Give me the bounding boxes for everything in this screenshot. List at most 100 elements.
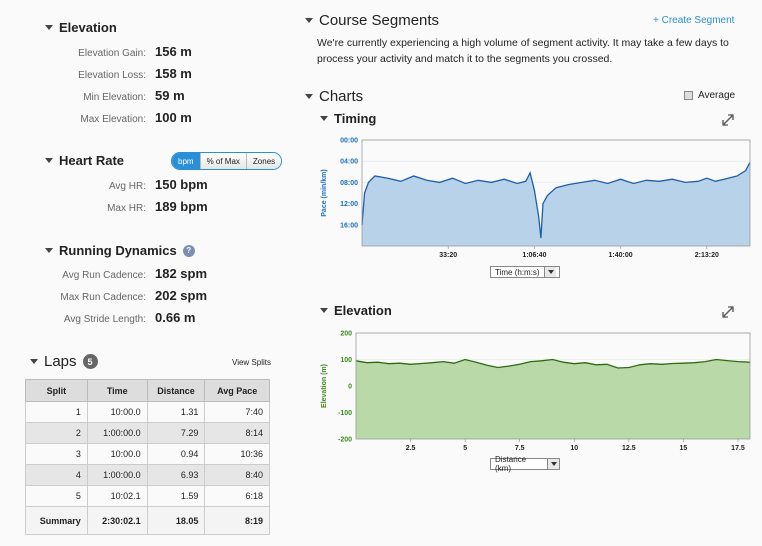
view-splits-link[interactable]: View Splits <box>232 358 271 367</box>
running-dynamics-header[interactable]: Running Dynamics ? <box>45 243 195 258</box>
cell: 2 <box>25 422 88 444</box>
elevation-x-tick-label: 2.5 <box>406 445 416 452</box>
collapse-triangle-icon[interactable] <box>320 308 328 313</box>
laps-table: Split Time Distance Avg Pace 1 10:00.0 1.3… <box>25 379 270 535</box>
course-segments-title: Course Segments <box>319 12 440 29</box>
laps-table-wrap: Split Time Distance Avg Pace 1 10:00.0 1.3… <box>25 379 270 535</box>
cell: 10:36 <box>204 443 270 465</box>
elevation-x-tick-label: 17.5 <box>731 445 745 452</box>
stat-label: Min Elevation: <box>83 92 146 103</box>
stat-row: Avg HR: 150 bpm <box>0 177 208 199</box>
charts-header: Charts <box>305 88 363 105</box>
collapse-triangle-icon[interactable] <box>45 158 53 163</box>
table-row[interactable]: 4 1:00:00.0 6.93 8:40 <box>25 464 270 486</box>
elevation-y-tick-label: 200 <box>340 331 352 338</box>
chevron-down-icon[interactable] <box>547 459 559 469</box>
elevation-section: Elevation <box>45 20 117 35</box>
table-row[interactable]: 2 1:00:00.0 7.29 8:14 <box>25 422 270 444</box>
cell: 5 <box>25 485 88 507</box>
expand-icon[interactable] <box>721 305 735 319</box>
table-header-row: Split Time Distance Avg Pace <box>25 379 270 402</box>
create-segment-link[interactable]: + Create Segment <box>653 15 735 26</box>
column-header[interactable]: Time <box>86 379 148 402</box>
stat-label: Max HR: <box>107 203 146 214</box>
collapse-triangle-icon[interactable] <box>45 248 53 253</box>
timing-y-tick-label: 12:00 <box>340 201 358 208</box>
cell: 0.94 <box>146 443 206 465</box>
elevation-y-tick-label: -200 <box>338 437 352 444</box>
collapse-triangle-icon[interactable] <box>30 359 38 364</box>
elevation-series-line <box>355 358 751 369</box>
timing-series-line <box>361 161 751 239</box>
expand-icon[interactable] <box>721 113 735 127</box>
heart-rate-unit-toggle: bpm % of Max Zones <box>171 152 283 170</box>
column-header[interactable]: Avg Pace <box>204 379 270 402</box>
laps-count-badge: 5 <box>82 354 98 369</box>
course-segments-toggle[interactable]: Course Segments <box>305 12 439 29</box>
collapse-triangle-icon[interactable] <box>320 116 328 121</box>
cell: 4 <box>25 464 88 486</box>
elevation-x-tick-label: 10 <box>570 445 578 452</box>
column-header[interactable]: Distance <box>146 379 206 402</box>
running-dynamics-stats: Avg Run Cadence: 182 spm Max Run Cadence:… <box>0 266 207 332</box>
table-row[interactable]: 1 10:00.0 1.31 7:40 <box>25 401 270 423</box>
toggle-zones[interactable]: Zones <box>245 153 282 169</box>
column-header[interactable]: Split <box>25 379 88 402</box>
stat-value: 202 spm <box>155 288 208 303</box>
help-icon[interactable]: ? <box>182 244 195 257</box>
running-dynamics-section: Running Dynamics ? <box>45 243 195 258</box>
charts-toggle[interactable]: Charts <box>305 88 363 105</box>
timing-chart-title: Timing <box>334 111 377 126</box>
table-row[interactable]: 3 10:00.0 0.94 10:36 <box>25 443 270 465</box>
average-checkbox[interactable] <box>684 91 693 100</box>
toggle-bpm[interactable]: bpm <box>172 153 200 169</box>
cell: 3 <box>25 443 88 465</box>
timing-x-tick-label: 1:06:40 <box>522 252 546 259</box>
cell: 10:00.0 <box>86 443 148 465</box>
cell: 6.93 <box>146 464 206 486</box>
chevron-down-icon[interactable] <box>543 267 556 277</box>
laps-title: Laps <box>44 353 77 370</box>
timing-x-axis-select[interactable]: Time (h:m:s) <box>490 266 560 278</box>
elevation-header[interactable]: Elevation <box>45 20 117 35</box>
laps-toggle[interactable]: Laps 5 <box>30 353 98 370</box>
elevation-x-axis-select[interactable]: Distance (km) <box>490 455 560 473</box>
collapse-triangle-icon[interactable] <box>305 18 313 23</box>
cell: 2:30:02.1 <box>86 506 148 535</box>
heart-rate-stats: Avg HR: 150 bpm Max HR: 189 bpm <box>0 177 208 221</box>
cell: 7.29 <box>146 422 206 444</box>
course-segments-header: Course Segments <box>305 12 439 29</box>
stat-value: 182 spm <box>155 266 208 281</box>
stat-label: Avg Run Cadence: <box>62 270 146 281</box>
elevation-plot-border <box>355 332 751 440</box>
stat-row: Elevation Gain: 156 m <box>0 44 192 66</box>
cell: 1.59 <box>146 485 206 507</box>
stat-row: Min Elevation: 59 m <box>0 88 192 110</box>
running-dynamics-title: Running Dynamics <box>59 243 177 258</box>
timing-area <box>362 162 750 246</box>
timing-x-tick-label: 1:40:00 <box>609 252 633 259</box>
stat-row: Max Run Cadence: 202 spm <box>0 288 207 310</box>
collapse-triangle-icon[interactable] <box>305 94 313 99</box>
stat-label: Max Elevation: <box>80 114 146 125</box>
timing-x-ticks: 33:20 1:06:40 1:40:00 2:13:20 <box>439 246 719 259</box>
elevation-chart-toggle[interactable]: Elevation <box>320 303 392 318</box>
elevation-chart-title: Elevation <box>334 303 392 318</box>
stat-value: 150 bpm <box>155 177 208 192</box>
summary-row: Summary 2:30:02.1 18.05 8:19 <box>25 506 270 535</box>
cell: 8:40 <box>204 464 270 486</box>
toggle-percent-of-max[interactable]: % of Max <box>199 153 246 169</box>
stat-row: Avg Stride Length: 0.66 m <box>0 310 207 332</box>
heart-rate-header[interactable]: Heart Rate <box>45 153 124 168</box>
timing-y-tick-label: 16:00 <box>340 222 358 229</box>
stat-row: Elevation Loss: 158 m <box>0 66 192 88</box>
timing-y-tick-label: 08:00 <box>340 180 358 187</box>
stat-value: 156 m <box>155 44 192 59</box>
elevation-x-tick-label: 5 <box>463 445 467 452</box>
timing-toggle[interactable]: Timing <box>320 111 376 126</box>
cell: 1.31 <box>146 401 206 423</box>
elevation-area <box>356 359 750 439</box>
table-row[interactable]: 5 10:02.1 1.59 6:18 <box>25 485 270 507</box>
elevation-x-tick-label: 15 <box>680 445 688 452</box>
collapse-triangle-icon[interactable] <box>45 25 53 30</box>
